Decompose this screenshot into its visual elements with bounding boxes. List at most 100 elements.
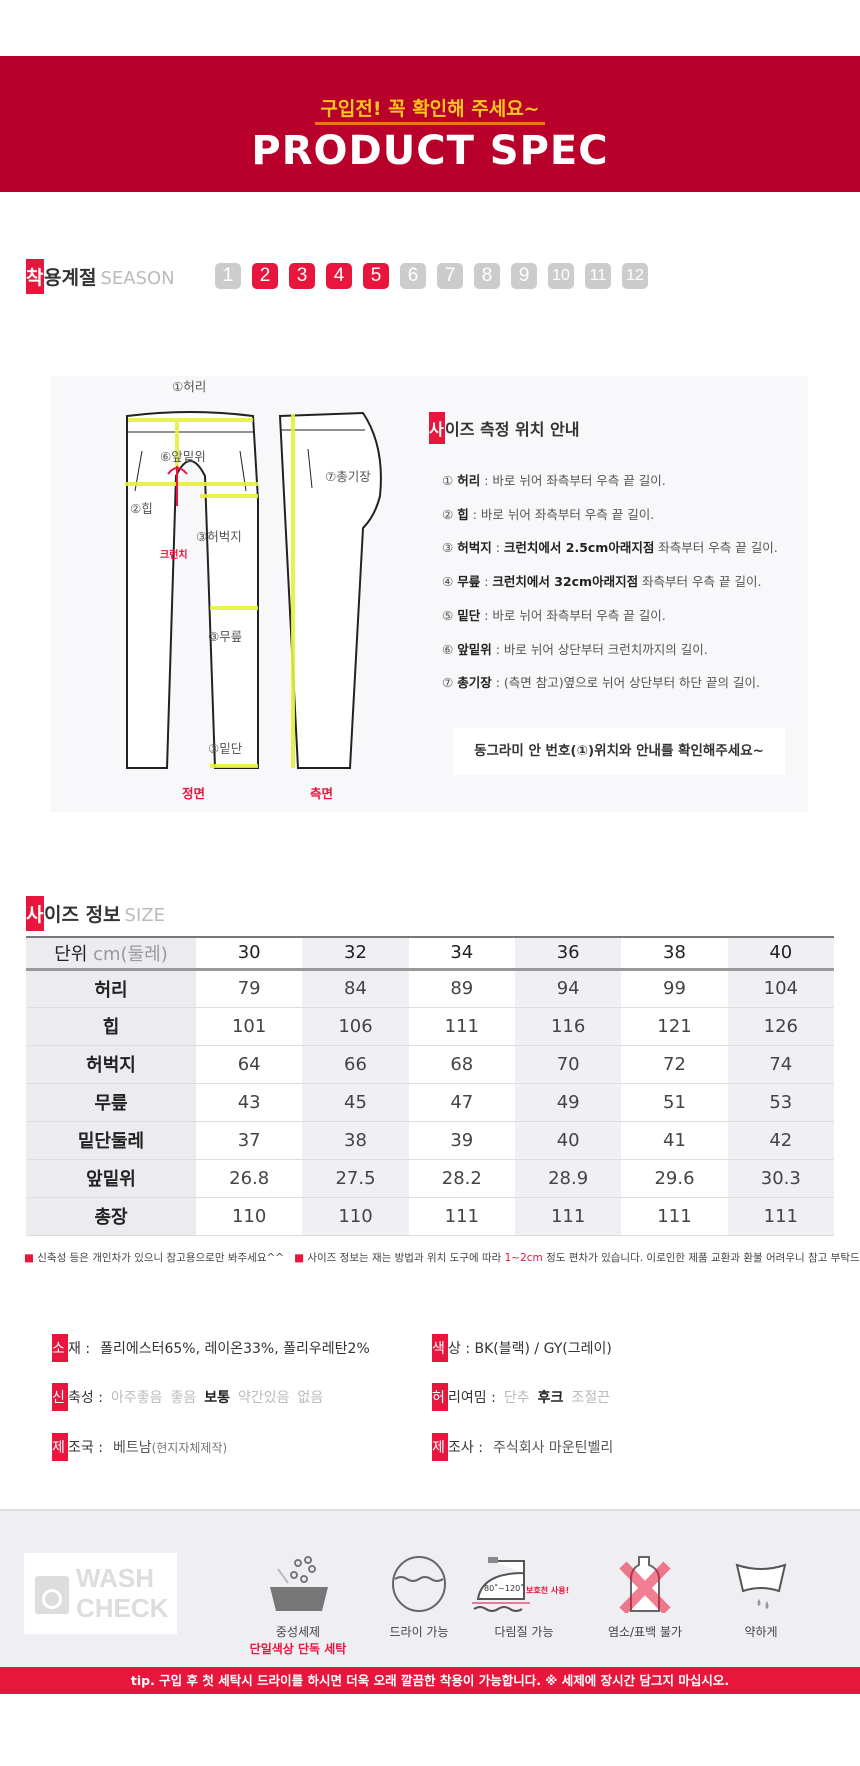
heading-mark: 착	[26, 259, 44, 294]
unit-cell: 단위 cm(둘레)	[26, 936, 196, 971]
table-cell: 121	[621, 1007, 728, 1046]
row-label: 총장	[26, 1197, 196, 1236]
table-cell: 111	[621, 1197, 728, 1236]
table-cell: 111	[727, 1197, 834, 1236]
option-item: 없음	[297, 1390, 324, 1406]
size-heading: 사이즈 정보 SIZE	[26, 896, 165, 931]
table-cell: 79	[196, 969, 303, 1008]
crotch-arrow	[167, 466, 188, 506]
table-cell: 111	[408, 1197, 515, 1236]
month-badge-12: 12	[622, 263, 648, 289]
row-label: 허벅지	[26, 1045, 196, 1084]
front-pants-outline	[126, 411, 259, 769]
table-cell: 66	[302, 1045, 409, 1084]
table-cell: 111	[408, 1007, 515, 1046]
table-cell: 106	[302, 1007, 409, 1046]
header-banner: 구입전! 꼭 확인해 주세요~ PRODUCT SPEC	[0, 56, 860, 192]
table-cell: 39	[408, 1121, 515, 1160]
month-badge-8: 8	[474, 263, 500, 289]
size-header: 38	[621, 936, 728, 971]
wash-label: 드라이 가능	[389, 1625, 449, 1639]
table-row: 밑단둘레 37 38 39 40 41 42	[26, 1121, 834, 1160]
note-2-end: 정도 편차가 있습니다. 이로인한 제품 교환과 환불 어려우니 참고 부탁드립…	[542, 1252, 860, 1264]
table-cell: 84	[302, 969, 409, 1008]
row-label: 밑단둘레	[26, 1121, 196, 1160]
option-item: 조절끈	[571, 1390, 610, 1406]
iron-icon: 80˚~120˚ 보호천 사용!	[464, 1555, 584, 1615]
month-badge-10: 10	[548, 263, 574, 289]
heading-en: SIZE	[124, 905, 165, 926]
wash-check-text: WASH CHECK	[76, 1563, 169, 1623]
table-cell: 70	[514, 1045, 622, 1084]
stretch-row: 신 축성 : 아주좋음 좋음 보통 약간있음 없음	[52, 1383, 323, 1411]
heading-en: SEASON	[100, 268, 175, 289]
row-label: 무릎	[26, 1083, 196, 1122]
month-badge-9: 9	[511, 263, 537, 289]
size-header: 34	[408, 936, 515, 971]
table-cell: 27.5	[302, 1159, 409, 1198]
table-cell: 104	[727, 969, 834, 1008]
washing-machine-icon	[35, 1576, 69, 1614]
guide-item: ④ 무릎 : 크런치에서 32cm아래지점 좌측부터 우측 끝 길이.	[442, 574, 762, 590]
heading-text: 이즈 정보	[44, 904, 121, 926]
row-label: 허리	[26, 969, 196, 1008]
guide-item: ⑥ 앞밑위 : 바로 뉘어 상단부터 크런치까지의 길이.	[442, 641, 708, 657]
option-item: 아주좋음	[110, 1390, 163, 1406]
side-pants-outline	[278, 411, 382, 769]
size-notes: ■ 신축성 등은 개인차가 있으니 참고용으로만 봐주세요^^ ■ 사이즈 정보…	[24, 1250, 860, 1265]
svg-text:80˚~120˚: 80˚~120˚	[484, 1583, 524, 1593]
wash-item: 중성세제 단일색상 단독 세탁	[238, 1555, 358, 1657]
no-bleach-icon	[585, 1555, 705, 1615]
header-subtitle: 구입전! 꼭 확인해 주세요~	[320, 98, 540, 120]
label-rise: ⑥앞밑위	[160, 449, 206, 464]
wash-item: 약하게	[701, 1555, 821, 1640]
guide-item: ② 힙 : 바로 뉘어 좌측부터 우측 끝 길이.	[442, 506, 655, 522]
row-label: 앞밑위	[26, 1159, 196, 1198]
dry-clean-icon	[359, 1555, 479, 1615]
table-cell: 53	[727, 1083, 834, 1122]
table-cell: 74	[727, 1045, 834, 1084]
table-row: 허벅지 64 66 68 70 72 74	[26, 1045, 834, 1084]
origin-row: 제 조국 : 베트남(현지자체제작)	[52, 1433, 227, 1461]
table-cell: 43	[196, 1083, 303, 1122]
size-header: 30	[196, 936, 303, 971]
table-cell: 126	[727, 1007, 834, 1046]
table-cell: 37	[196, 1121, 303, 1160]
note-2-range: 1~2cm	[504, 1252, 543, 1264]
table-cell: 47	[408, 1083, 515, 1122]
table-cell: 111	[514, 1197, 622, 1236]
table-row: 무릎 43 45 47 49 51 53	[26, 1083, 834, 1122]
table-cell: 94	[514, 969, 622, 1008]
guide-item: ⑦ 총기장 : (측면 참고)옆으로 뉘어 상단부터 하단 끝의 길이.	[442, 675, 760, 691]
month-badge-3: 3	[289, 263, 315, 289]
month-badge-4: 4	[326, 263, 352, 289]
table-row: 총장 110 110 111 111 111 111	[26, 1197, 834, 1236]
option-item: 약간있음	[238, 1390, 290, 1406]
heading-mark: 사	[26, 896, 44, 931]
table-cell: 41	[621, 1121, 728, 1160]
table-cell: 101	[196, 1007, 303, 1046]
label-front: 정면	[182, 786, 206, 801]
guide-note: 동그라미 안 번호(①)위치와 안내를 확인해주세요~	[453, 728, 785, 775]
wash-label: 약하게	[744, 1625, 778, 1639]
wash-item: 드라이 가능	[359, 1555, 479, 1640]
label-length: ⑦총기장	[325, 469, 371, 484]
subtitle-underline	[315, 122, 545, 125]
svg-text:보호천 사용!: 보호천 사용!	[526, 1585, 569, 1595]
label-hem: ③밑단	[208, 741, 243, 756]
row-label: 힙	[26, 1007, 196, 1046]
note-1: 신축성 등은 개인차가 있으니 참고용으로만 봐주세요^^	[37, 1252, 285, 1264]
size-table: 단위 cm(둘레) 30 32 34 36 38 40 허리 79 84 89 94 99 104 힙 101…	[26, 936, 834, 1236]
wash-check-logo: WASH CHECK	[24, 1553, 177, 1634]
table-cell: 26.8	[196, 1159, 303, 1198]
wash-label: 중성세제	[275, 1625, 321, 1639]
table-cell: 64	[196, 1045, 303, 1084]
heading-text: 용계절	[44, 267, 97, 289]
label-knee: ③무릎	[208, 629, 243, 644]
table-cell: 116	[514, 1007, 622, 1046]
label-waist: ①허리	[172, 379, 207, 394]
waist-closure-row: 허 리여밈 : 단추 후크 조절끈	[432, 1383, 610, 1411]
table-cell: 29.6	[621, 1159, 728, 1198]
option-item: 좋음	[170, 1390, 197, 1406]
